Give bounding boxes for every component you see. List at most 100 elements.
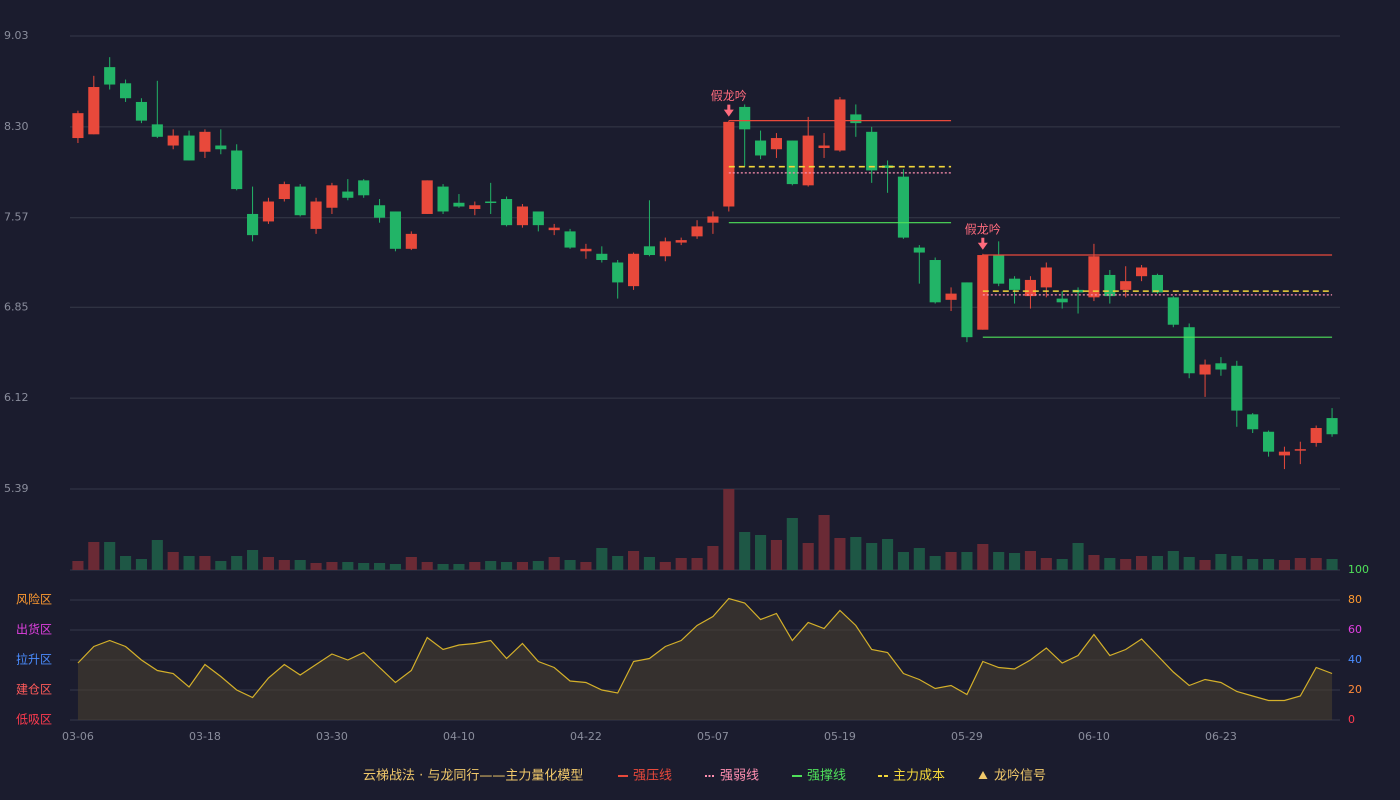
volume-bar <box>1199 560 1211 570</box>
candle-body <box>1326 418 1338 435</box>
y-tick-label: 7.57 <box>4 211 29 224</box>
candle-body <box>882 165 894 168</box>
candle-body <box>1263 431 1275 452</box>
candle-body <box>469 205 481 209</box>
signal-label: 假龙吟 <box>965 221 1001 236</box>
volume-bar <box>469 562 481 570</box>
volume-bar <box>231 556 243 570</box>
candle-body <box>294 186 306 216</box>
volume-bar <box>421 562 433 570</box>
volume-bar <box>977 544 989 570</box>
candle-body <box>1278 451 1290 456</box>
volume-bar <box>1056 559 1068 570</box>
candle-body <box>897 176 909 238</box>
volume-bar <box>1040 558 1052 570</box>
candle-body <box>72 113 84 139</box>
legend-label: 强撑线 <box>807 769 846 784</box>
volume-bar <box>183 556 195 570</box>
volume-bar <box>72 561 84 570</box>
legend-item: 强压线 <box>618 769 672 784</box>
candle-body <box>866 131 878 171</box>
volume-bar <box>1278 560 1290 570</box>
candle-body <box>231 150 243 190</box>
volume-bar <box>1104 558 1116 570</box>
candle-body <box>1056 298 1068 303</box>
signal-arrow <box>977 237 988 250</box>
volume-bar <box>294 560 306 570</box>
volume-bar <box>326 562 338 570</box>
candle-body <box>628 253 640 287</box>
volume-bar <box>1136 556 1148 570</box>
legend-label: 强压线 <box>633 769 672 784</box>
zone-label: 建仓区 <box>16 683 52 697</box>
candle-body <box>993 255 1005 284</box>
volume-bar <box>675 558 687 570</box>
candle-body <box>739 106 751 130</box>
y2-tick-label: 60 <box>1348 623 1362 636</box>
legend-item: 强弱线 <box>705 769 759 784</box>
volume-bar <box>1294 558 1306 570</box>
candle-body <box>707 216 719 223</box>
candle-body <box>1231 365 1243 411</box>
y-tick-label: 6.85 <box>4 300 29 313</box>
candle-body <box>1183 327 1195 374</box>
volume-bar <box>548 557 560 570</box>
legend-key <box>978 771 988 779</box>
volume-bar <box>215 561 227 570</box>
x-tick-label: 03-30 <box>316 730 348 743</box>
volume-bar <box>882 539 894 570</box>
candle-body <box>675 240 687 243</box>
legend-title: 云梯战法 · 与龙同行——主力量化模型 <box>363 769 583 784</box>
volume-bar <box>897 552 909 570</box>
volume-bar <box>342 562 354 570</box>
x-tick-label: 05-07 <box>697 730 729 743</box>
candle-body <box>770 138 782 150</box>
volume-bar <box>1215 554 1227 570</box>
volume-bar <box>120 556 132 570</box>
candle-body <box>564 231 576 248</box>
volume-bar <box>104 542 116 570</box>
volume-bar <box>262 557 274 570</box>
candle-body <box>913 247 925 253</box>
x-tick-label: 06-10 <box>1078 730 1110 743</box>
x-tick-label: 05-19 <box>824 730 856 743</box>
candle-body <box>850 114 862 124</box>
candle-body <box>1009 278 1021 290</box>
candle-body <box>485 201 497 204</box>
volume-bar <box>1009 553 1021 570</box>
volume-bar <box>374 563 386 570</box>
candle-body <box>1215 363 1227 370</box>
volume-bar <box>88 542 100 570</box>
volume-bar <box>1072 543 1084 570</box>
volume-bar <box>1247 559 1259 570</box>
volume-bar <box>358 563 370 570</box>
y2-tick-label: 0 <box>1348 713 1355 726</box>
volume-bar <box>516 562 528 570</box>
volume-bar <box>691 558 703 570</box>
volume-bar <box>310 563 322 570</box>
volume-bar <box>802 543 814 570</box>
candle-body <box>1247 414 1259 430</box>
y-tick-label: 8.30 <box>4 120 29 133</box>
candle-body <box>151 124 163 137</box>
candle-body <box>421 180 433 214</box>
volume-bar <box>723 489 735 570</box>
candle-body <box>183 135 195 161</box>
legend-label: 龙吟信号 <box>994 768 1046 784</box>
candle-body <box>1167 297 1179 325</box>
volume-bar <box>389 564 401 570</box>
signal-label: 假龙吟 <box>711 88 747 103</box>
candle-body <box>834 99 846 151</box>
volume-bar <box>834 538 846 570</box>
candle-body <box>691 226 703 237</box>
volume-bar <box>135 559 147 570</box>
volume-bar <box>453 564 465 570</box>
candle-body <box>755 140 767 156</box>
candle-body <box>612 262 624 283</box>
volume-bar <box>913 548 925 570</box>
legend-item: 强撑线 <box>792 769 846 784</box>
volume-bar <box>961 552 973 570</box>
y2-tick-label: 40 <box>1348 653 1362 666</box>
candle-body <box>501 199 513 226</box>
